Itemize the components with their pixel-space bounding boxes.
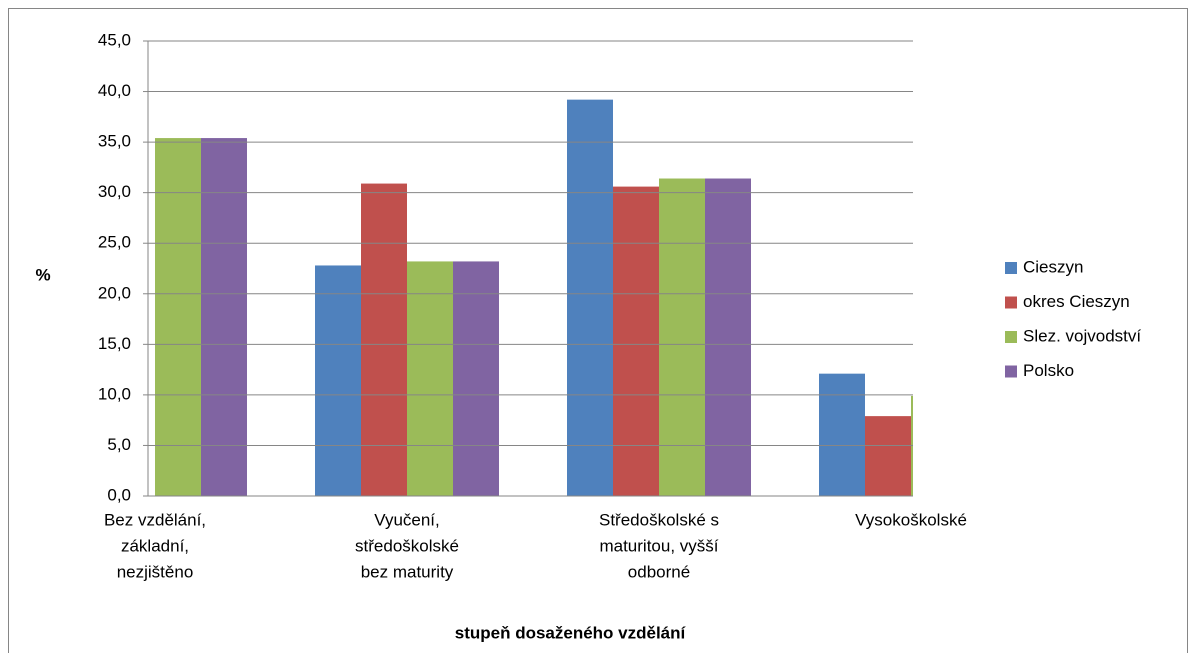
y-tick-label: 45,0 bbox=[98, 30, 131, 49]
bar bbox=[911, 395, 913, 496]
y-tick-label: 10,0 bbox=[98, 384, 131, 403]
bar bbox=[659, 178, 705, 496]
y-tick-label: 5,0 bbox=[107, 435, 131, 454]
y-tick-label: 0,0 bbox=[107, 485, 131, 504]
y-axis-title: % bbox=[35, 265, 50, 284]
y-tick-label: 25,0 bbox=[98, 233, 131, 252]
bar bbox=[705, 178, 751, 496]
y-tick-label: 30,0 bbox=[98, 182, 131, 201]
bar bbox=[453, 261, 499, 496]
legend-swatch bbox=[1005, 331, 1017, 343]
x-tick-label: Vyučení, bbox=[374, 510, 440, 529]
bar bbox=[315, 265, 361, 496]
bar bbox=[819, 373, 865, 496]
x-tick-label: středoškolské bbox=[355, 536, 459, 555]
bar bbox=[201, 138, 247, 497]
legend-label: okres Cieszyn bbox=[1023, 292, 1130, 311]
x-tick-label: základní, bbox=[121, 536, 189, 555]
legend-swatch bbox=[1005, 262, 1017, 274]
plot-bars bbox=[155, 99, 913, 497]
y-tick-label: 35,0 bbox=[98, 132, 131, 151]
y-tick-label: 40,0 bbox=[98, 81, 131, 100]
x-tick-label: Vysokoškolské bbox=[855, 510, 967, 529]
x-tick-label: maturitou, vyšší bbox=[599, 536, 718, 555]
legend-label: Polsko bbox=[1023, 361, 1074, 380]
x-tick-label: bez maturity bbox=[361, 562, 454, 581]
y-tick-label: 20,0 bbox=[98, 283, 131, 302]
legend-label: Cieszyn bbox=[1023, 257, 1083, 276]
bar bbox=[361, 183, 407, 497]
x-tick-label: nezjištěno bbox=[117, 562, 194, 581]
bar bbox=[567, 99, 613, 497]
x-tick-label: odborné bbox=[628, 562, 690, 581]
bar bbox=[865, 416, 911, 496]
bar bbox=[407, 261, 453, 496]
y-tick-label: 15,0 bbox=[98, 334, 131, 353]
bar bbox=[155, 138, 201, 497]
x-tick-label: Středoškolské s bbox=[599, 510, 719, 529]
x-axis-title: stupeň dosaženého vzdělání bbox=[455, 623, 687, 642]
legend-label: Slez. vojvodství bbox=[1023, 326, 1141, 345]
legend-swatch bbox=[1005, 296, 1017, 309]
legend-swatch bbox=[1005, 365, 1017, 378]
bar bbox=[613, 186, 659, 496]
x-tick-label: Bez vzdělání, bbox=[104, 510, 206, 529]
